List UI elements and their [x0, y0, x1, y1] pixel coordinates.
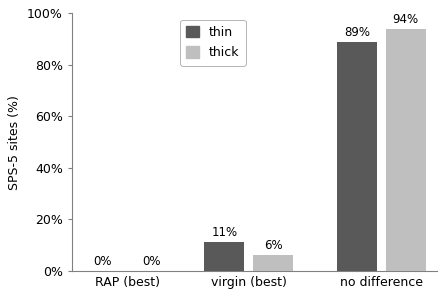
- Text: 0%: 0%: [142, 255, 161, 268]
- Y-axis label: SPS-5 sites (%): SPS-5 sites (%): [8, 95, 21, 189]
- Bar: [204, 242, 244, 271]
- Text: 94%: 94%: [392, 13, 419, 26]
- Legend: thin, thick: thin, thick: [180, 20, 246, 66]
- Bar: [253, 255, 293, 271]
- Text: 0%: 0%: [93, 255, 112, 268]
- Text: 89%: 89%: [344, 26, 370, 39]
- Bar: [337, 42, 377, 271]
- Text: 11%: 11%: [211, 226, 238, 239]
- Bar: [386, 29, 425, 271]
- Text: 6%: 6%: [264, 239, 282, 252]
